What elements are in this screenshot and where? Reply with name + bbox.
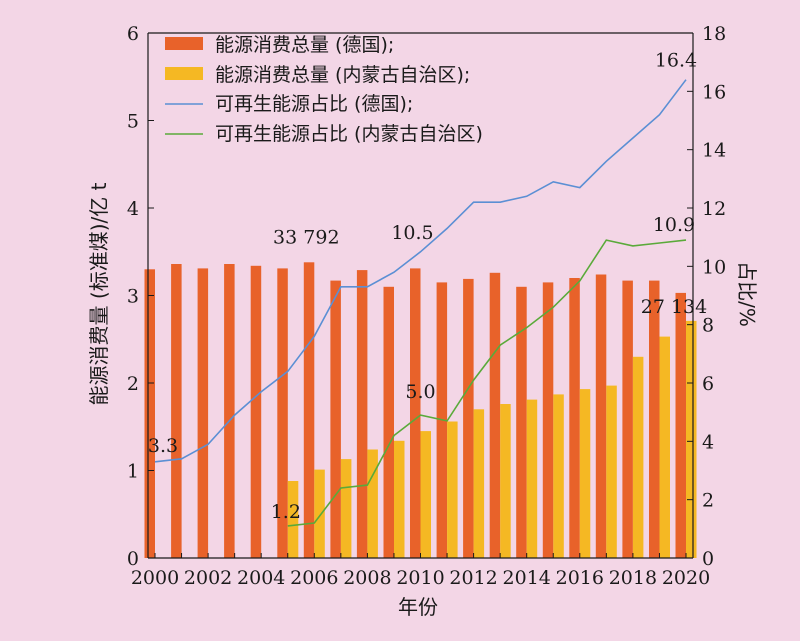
y-left-tick-label-5: 5: [127, 111, 139, 133]
x-tick-label-2002: 2002: [184, 567, 232, 589]
bar-de-2004: [250, 265, 262, 559]
bar-de-2019: [649, 280, 660, 558]
axes-layer: [147, 32, 694, 559]
bar-nm-2011: [447, 421, 458, 558]
line-de-share: [154, 79, 687, 463]
legend-swatch-nm-energy: [165, 67, 203, 80]
y-right-tick-label-6: 6: [702, 373, 714, 395]
annotation-5: 27 134: [641, 296, 707, 318]
x-axis-title: 年份: [398, 595, 438, 619]
y-left-tick-label-0: 0: [127, 548, 139, 570]
line-layer: [154, 79, 687, 527]
annotation-6: 5.0: [405, 381, 435, 403]
annotation-1: 33 792: [273, 226, 339, 248]
bar-nm-2013: [500, 404, 511, 558]
bar-nm-2014: [526, 399, 538, 558]
bar-nm-2012: [473, 409, 485, 559]
y-right-tick-label-0: 0: [702, 548, 714, 570]
bar-de-2008: [356, 270, 368, 558]
bar-de-2020: [675, 292, 686, 558]
bar-de-2015: [542, 282, 554, 558]
legend-label-nm-energy: 能源消费总量 (内蒙古自治区);: [215, 64, 470, 86]
bar-nm-2009: [394, 440, 405, 559]
x-tick-label-2014: 2014: [503, 567, 551, 589]
y-axis-title-left: 能源消费量 (标准煤)/亿 t: [87, 182, 111, 405]
bar-nm-2010: [420, 431, 431, 558]
bar-de-2005: [277, 268, 288, 558]
annotation-7: 1.2: [271, 501, 301, 523]
x-tick-label-2010: 2010: [396, 567, 444, 589]
x-tick-label-2004: 2004: [237, 567, 285, 589]
bar-de-2001: [171, 264, 182, 558]
x-tick-label-2018: 2018: [609, 567, 657, 589]
bar-nm-2019: [659, 336, 670, 558]
legend-swatch-de-energy: [165, 37, 203, 50]
annotation-0: 3.3: [148, 435, 178, 457]
bar-de-2009: [383, 286, 394, 559]
bar-de-2016: [569, 278, 580, 558]
bar-nm-2006: [314, 469, 325, 558]
annotation-2: 10.5: [391, 222, 433, 244]
y-left-tick-label-2: 2: [127, 373, 139, 395]
bar-nm-2005: [287, 481, 299, 558]
bar-nm-2020: [686, 320, 697, 558]
y-right-tick-label-16: 16: [702, 81, 726, 103]
legend-label-de-share: 可再生能源占比 (德国);: [215, 93, 413, 115]
x-tick-label-2020: 2020: [662, 567, 710, 589]
y-right-tick-label-8: 8: [702, 315, 714, 337]
bar-nm-2015: [553, 394, 564, 558]
y-right-tick-label-12: 12: [702, 198, 726, 220]
annotation-4: 10.9: [653, 214, 695, 236]
y-right-tick-label-2: 2: [702, 490, 714, 512]
bar-de-2010: [410, 268, 421, 558]
bar-nm-2007: [340, 459, 352, 558]
y-right-tick-label-18: 18: [702, 23, 726, 45]
legend-label-de-energy: 能源消费总量 (德国);: [215, 34, 394, 56]
bar-de-2000: [144, 269, 155, 558]
y-right-tick-label-4: 4: [702, 431, 714, 453]
y-left-tick-label-4: 4: [127, 198, 139, 220]
bar-nm-2017: [606, 385, 617, 558]
y-left-tick-label-6: 6: [127, 23, 139, 45]
x-tick-label-2006: 2006: [290, 567, 338, 589]
bar-de-2014: [516, 286, 527, 559]
bar-nm-2018: [632, 356, 644, 559]
x-tick-label-2012: 2012: [449, 567, 497, 589]
line-nm-share: [287, 239, 687, 527]
y-right-tick-label-14: 14: [702, 140, 726, 162]
bar-de-2013: [489, 272, 501, 559]
bar-de-2007: [330, 280, 341, 558]
bar-layer: [144, 262, 697, 559]
bar-nm-2008: [367, 449, 378, 558]
y-right-tick-label-10: 10: [702, 256, 726, 278]
y-axis-title-right: 占比/%: [735, 261, 759, 327]
legend-label-nm-share: 可再生能源占比 (内蒙古自治区): [215, 123, 483, 145]
y-left-tick-label-1: 1: [127, 461, 139, 483]
x-tick-label-2016: 2016: [556, 567, 604, 589]
bar-nm-2016: [579, 389, 591, 558]
legend: 能源消费总量 (德国); 能源消费总量 (内蒙古自治区); 可再生能源占比 (德…: [165, 34, 483, 145]
bar-de-2002: [197, 268, 209, 558]
y-left-tick-label-3: 3: [127, 286, 139, 308]
bar-de-2006: [303, 262, 315, 559]
bar-de-2003: [224, 264, 235, 558]
annotation-layer: 3.3 33 792 10.5 16.4 10.9 27 134 5.0 1.2: [148, 50, 707, 523]
bar-de-2018: [622, 280, 633, 558]
x-tick-label-2008: 2008: [343, 567, 391, 589]
bar-de-2017: [595, 274, 607, 558]
x-tick-label-2000: 2000: [131, 567, 179, 589]
annotation-3: 16.4: [655, 50, 697, 72]
bar-de-2012: [463, 278, 474, 558]
